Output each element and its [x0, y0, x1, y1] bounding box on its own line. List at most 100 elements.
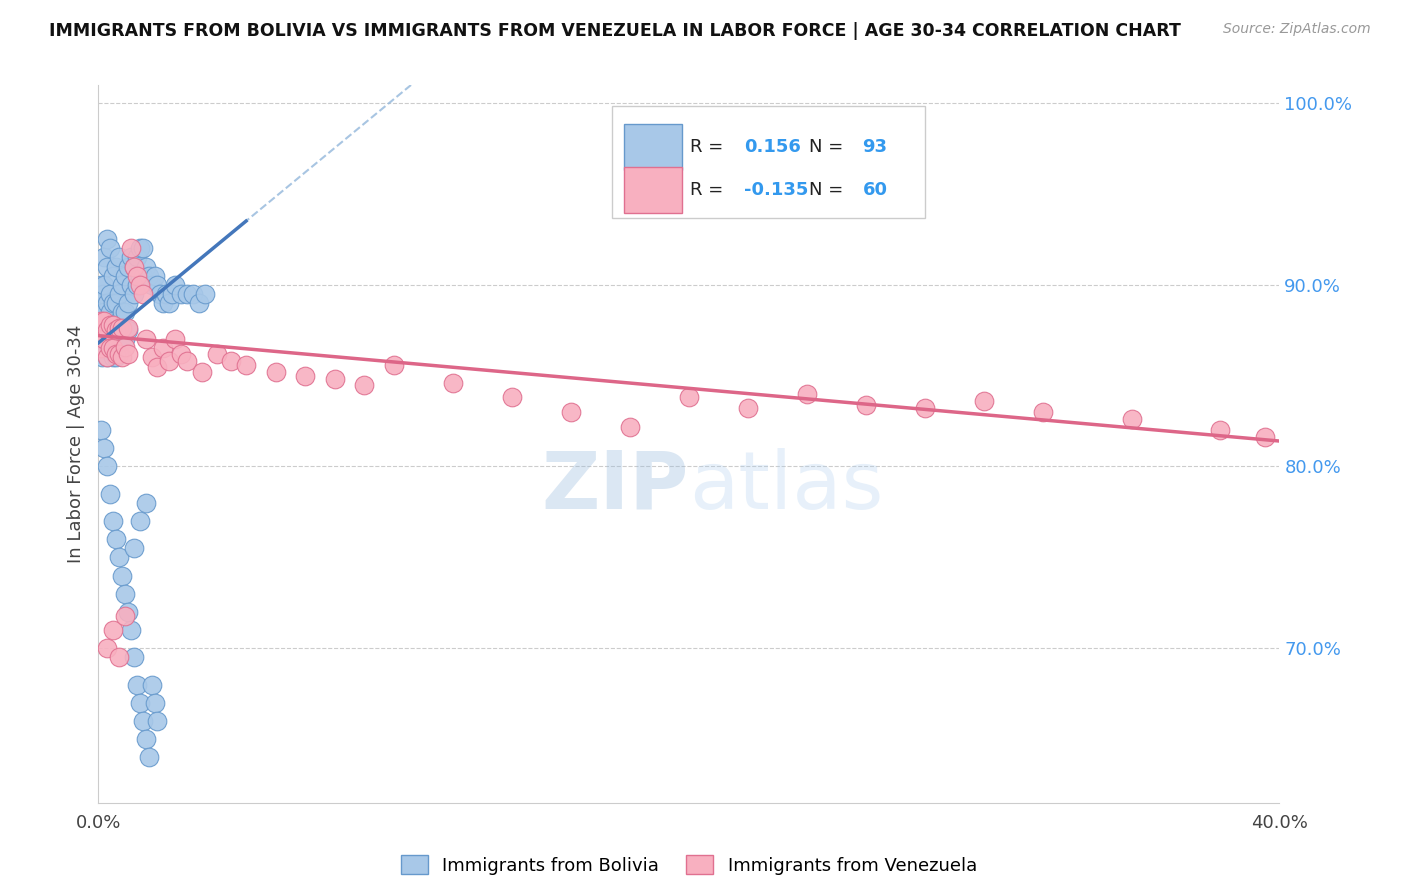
Point — [91, 323, 114, 337]
Point — [146, 277, 169, 292]
Point — [93, 442, 115, 456]
Point — [108, 347, 131, 361]
Point — [90, 423, 112, 437]
Point — [94, 314, 117, 328]
Point — [619, 419, 641, 434]
Point — [114, 305, 136, 319]
Point — [93, 277, 115, 292]
Point — [93, 314, 115, 328]
Point — [141, 277, 163, 292]
Point — [128, 241, 150, 255]
Point — [128, 277, 150, 292]
Point — [132, 241, 155, 255]
Point — [125, 277, 148, 292]
Point — [135, 732, 157, 747]
Point — [1254, 430, 1277, 444]
Text: R =: R = — [690, 181, 730, 199]
Text: -0.135: -0.135 — [744, 181, 808, 199]
Point — [103, 268, 125, 283]
Legend: Immigrants from Bolivia, Immigrants from Venezuela: Immigrants from Bolivia, Immigrants from… — [394, 848, 984, 882]
Point — [108, 314, 131, 328]
Point — [152, 342, 174, 356]
Text: N =: N = — [810, 181, 849, 199]
Point — [93, 332, 115, 346]
Point — [111, 568, 134, 582]
Point — [141, 351, 163, 365]
Text: ZIP: ZIP — [541, 448, 689, 526]
Point — [98, 305, 121, 319]
Point — [96, 351, 118, 365]
Point — [143, 696, 166, 710]
Text: 0.156: 0.156 — [744, 138, 801, 156]
Point — [105, 351, 128, 365]
Point — [96, 332, 118, 346]
Point — [114, 332, 136, 346]
Point — [149, 286, 172, 301]
Point — [93, 251, 115, 265]
Point — [205, 347, 228, 361]
Point — [103, 623, 125, 637]
Point — [128, 696, 150, 710]
Point — [170, 286, 193, 301]
Point — [98, 342, 121, 356]
Point — [108, 286, 131, 301]
Point — [117, 347, 139, 361]
Point — [90, 314, 112, 328]
Text: 93: 93 — [862, 138, 887, 156]
Point — [93, 332, 115, 346]
Point — [122, 260, 145, 274]
Point — [98, 286, 121, 301]
Point — [323, 372, 346, 386]
Point — [132, 286, 155, 301]
Point — [120, 251, 142, 265]
Point — [165, 332, 187, 346]
Point — [89, 323, 111, 337]
Point — [135, 332, 157, 346]
Point — [1032, 405, 1054, 419]
Point — [560, 405, 582, 419]
Point — [120, 277, 142, 292]
Point — [103, 332, 125, 346]
Point — [105, 296, 128, 310]
Point — [114, 608, 136, 623]
Point — [111, 277, 134, 292]
Point — [111, 305, 134, 319]
Point — [737, 401, 759, 416]
Point — [122, 286, 145, 301]
Point — [855, 398, 877, 412]
Point — [914, 401, 936, 416]
Point — [90, 296, 112, 310]
Point — [152, 296, 174, 310]
Point — [122, 650, 145, 665]
Point — [501, 391, 523, 405]
Point — [382, 358, 405, 372]
Point — [132, 268, 155, 283]
Point — [117, 323, 139, 337]
Text: Source: ZipAtlas.com: Source: ZipAtlas.com — [1223, 22, 1371, 37]
Point — [128, 514, 150, 528]
Point — [103, 342, 125, 356]
Point — [194, 286, 217, 301]
Point — [111, 351, 134, 365]
Point — [157, 354, 180, 368]
Point — [90, 342, 112, 356]
Point — [128, 268, 150, 283]
Point — [441, 376, 464, 390]
Text: IMMIGRANTS FROM BOLIVIA VS IMMIGRANTS FROM VENEZUELA IN LABOR FORCE | AGE 30-34 : IMMIGRANTS FROM BOLIVIA VS IMMIGRANTS FR… — [49, 22, 1181, 40]
Point — [96, 232, 118, 246]
Point — [90, 277, 112, 292]
Point — [91, 351, 114, 365]
Point — [155, 286, 177, 301]
Point — [135, 496, 157, 510]
Point — [125, 251, 148, 265]
Point — [122, 260, 145, 274]
Point — [157, 296, 180, 310]
Point — [114, 268, 136, 283]
Point — [191, 365, 214, 379]
Point — [141, 678, 163, 692]
Point — [98, 323, 121, 337]
Point — [678, 391, 700, 405]
Point — [89, 332, 111, 346]
Point — [103, 351, 125, 365]
Point — [96, 641, 118, 656]
